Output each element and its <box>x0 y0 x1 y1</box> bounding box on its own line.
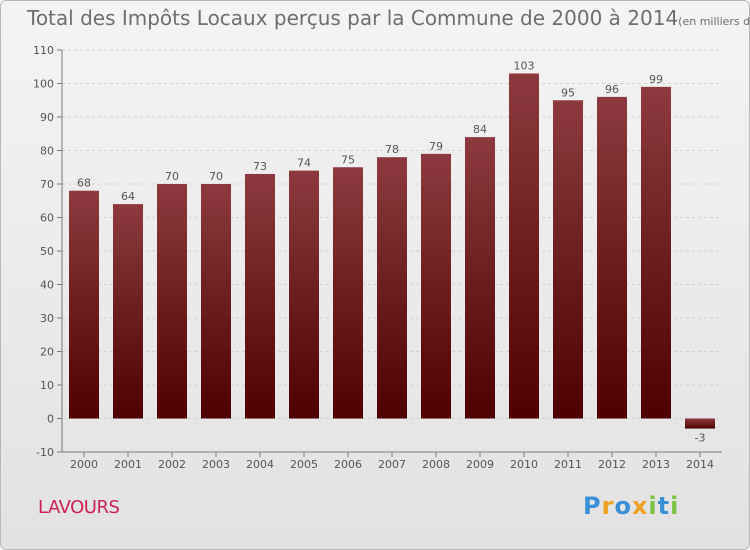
y-tick-label: 20 <box>40 346 54 359</box>
bar <box>685 418 715 429</box>
y-tick-label: 90 <box>40 111 54 124</box>
data-label: 103 <box>514 59 535 72</box>
y-tick-label: 110 <box>33 44 54 57</box>
x-tick-label: 2002 <box>158 458 186 471</box>
y-tick-label: 50 <box>40 245 54 258</box>
data-label: 84 <box>473 123 487 136</box>
bar <box>289 170 319 419</box>
data-label: 68 <box>77 177 91 190</box>
bar <box>333 167 363 419</box>
y-tick-label: 30 <box>40 312 54 325</box>
bar <box>113 204 143 419</box>
bar <box>377 157 407 419</box>
logo-letter: i <box>648 492 658 520</box>
data-label: 79 <box>429 140 443 153</box>
logo-letter: i <box>670 492 680 520</box>
commune-name: LAVOURS <box>38 497 120 518</box>
chart-title: Total des Impôts Locaux perçus par la Co… <box>27 6 750 30</box>
x-tick-label: 2014 <box>686 458 714 471</box>
bar <box>597 96 627 419</box>
bar <box>421 153 451 419</box>
x-tick-label: 2011 <box>554 458 582 471</box>
y-tick-label: 70 <box>40 178 54 191</box>
logo-letter: r <box>601 492 615 520</box>
data-label: 75 <box>341 153 355 166</box>
data-label: 70 <box>165 170 179 183</box>
logo-letter: P <box>583 492 602 520</box>
y-tick-label: 10 <box>40 379 54 392</box>
x-tick-label: 2000 <box>70 458 98 471</box>
bar <box>69 190 99 419</box>
data-label: 95 <box>561 86 575 99</box>
data-label: -3 <box>695 432 706 445</box>
data-label: 74 <box>297 157 311 170</box>
bar <box>245 173 275 419</box>
bar <box>553 100 583 419</box>
bar <box>201 184 231 419</box>
x-tick-label: 2013 <box>642 458 670 471</box>
logo-letter: o <box>614 492 632 520</box>
data-label: 78 <box>385 143 399 156</box>
y-tick-label: 40 <box>40 279 54 292</box>
y-tick-label: 100 <box>33 78 54 91</box>
y-tick-label: 60 <box>40 212 54 225</box>
x-tick-label: 2007 <box>378 458 406 471</box>
y-tick-label: 80 <box>40 145 54 158</box>
x-tick-label: 2004 <box>246 458 274 471</box>
logo-letter: t <box>657 492 671 520</box>
logo-letter: x <box>631 492 649 520</box>
x-tick-label: 2003 <box>202 458 230 471</box>
data-label: 96 <box>605 83 619 96</box>
x-tick-label: 2006 <box>334 458 362 471</box>
bar <box>157 184 187 419</box>
x-tick-label: 2001 <box>114 458 142 471</box>
y-tick-label: 0 <box>47 413 54 426</box>
proxiti-logo: Proxiti <box>583 492 679 520</box>
x-tick-label: 2012 <box>598 458 626 471</box>
data-label: 73 <box>253 160 267 173</box>
x-tick-label: 2005 <box>290 458 318 471</box>
x-tick-label: 2008 <box>422 458 450 471</box>
chart-title-text: Total des Impôts Locaux perçus par la Co… <box>27 6 679 30</box>
bar <box>509 73 539 419</box>
bar <box>465 137 495 419</box>
data-label: 64 <box>121 190 135 203</box>
data-label: 70 <box>209 170 223 183</box>
chart-unit: (en milliers d'€) <box>678 15 750 28</box>
x-tick-label: 2009 <box>466 458 494 471</box>
x-tick-label: 2010 <box>510 458 538 471</box>
y-tick-label: -10 <box>36 446 54 459</box>
bar <box>641 86 671 419</box>
data-label: 99 <box>649 73 663 86</box>
